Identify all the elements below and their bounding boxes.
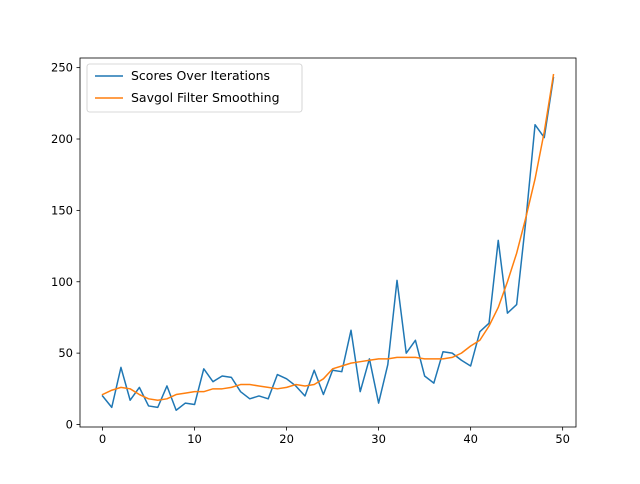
y-tick-label: 200: [51, 132, 73, 146]
series-line-2: [101, 73, 555, 401]
legend: Scores Over Iterations Savgol Filter Smoo…: [86, 63, 303, 113]
x-tick-label: 50: [555, 432, 570, 446]
y-tick-label: 150: [51, 203, 73, 217]
axes: 0 10 20 30 40 50 0 50 100 150 200 250: [51, 57, 577, 446]
y-tick-label: 100: [51, 275, 73, 289]
legend-label-2: Savgol Filter Smoothing: [131, 90, 280, 105]
legend-box: [86, 63, 303, 113]
y-tick-label: 50: [58, 346, 73, 360]
x-tick-label: 30: [371, 432, 386, 446]
y-tick-label: 250: [51, 61, 73, 75]
y-tick-label: 0: [66, 418, 73, 432]
x-tick-label: 0: [99, 432, 106, 446]
x-tick-label: 20: [279, 432, 294, 446]
series-line-1: [101, 76, 555, 411]
x-tick-label: 10: [187, 432, 202, 446]
x-tick-label: 40: [463, 432, 478, 446]
legend-label-1: Scores Over Iterations: [131, 68, 270, 83]
axes-frame: [79, 57, 577, 428]
plot-area: [101, 73, 555, 411]
